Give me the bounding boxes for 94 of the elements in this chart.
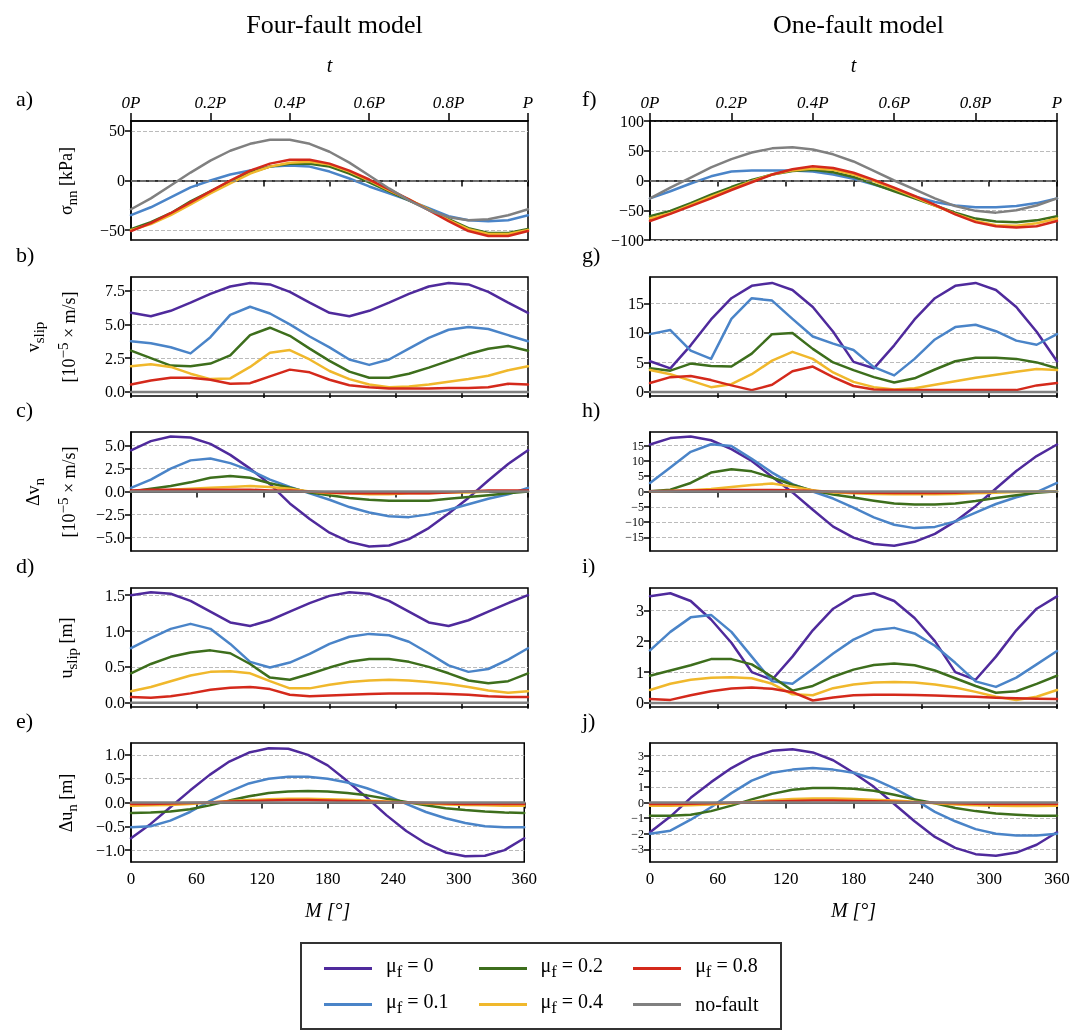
legend-label: μ$_{f}$ = 0.4	[540, 990, 604, 1018]
y-tick-label: 1	[638, 779, 644, 794]
y-tick-label: −1	[631, 811, 644, 826]
text: h)	[582, 396, 601, 422]
y-tick-label: −1.0	[95, 841, 125, 859]
text: e)	[16, 707, 34, 733]
text: g)	[582, 241, 601, 267]
x-axis-title: M [°]	[304, 899, 351, 921]
legend-label: μ$_{f}$ = 0.2	[540, 954, 604, 982]
x-tick-label: 300	[445, 869, 472, 888]
y-tick-label: 2	[638, 764, 644, 779]
y-tick-label: 2	[636, 632, 644, 650]
y-tick-label: −2.5	[95, 505, 125, 523]
y-tick-label: −5	[631, 499, 644, 514]
x2-axis-title: t	[326, 54, 333, 76]
chart-title: One-fault model	[772, 9, 945, 39]
y-tick-label: 15	[628, 295, 644, 313]
y-tick-label: 0	[636, 694, 644, 712]
y-tick-label: 50	[628, 142, 644, 160]
x2-tick-label: P	[1050, 93, 1063, 112]
x-tick-label: 300	[976, 869, 1002, 888]
x-axis-title: M [°]	[829, 899, 877, 921]
y-tick-label: 0.5	[105, 658, 125, 676]
y-tick-label: 1.5	[105, 586, 125, 604]
x2-tick-label: 0P	[121, 93, 141, 112]
y-tick-label: 5.0	[105, 437, 125, 455]
y-tick-label: −3	[631, 842, 644, 857]
y-tick-label: 5	[638, 469, 644, 484]
y-tick-label: 0	[638, 484, 644, 499]
y-tick-label: 50	[109, 122, 125, 140]
x-tick-label: 180	[840, 869, 867, 888]
y-tick-label: 1.0	[105, 622, 125, 640]
y-tick-label: −2	[631, 826, 644, 841]
x2-tick-label: 0.6P	[878, 93, 911, 112]
y-tick-label: −5.0	[95, 528, 125, 546]
y-tick-label: 0.0	[105, 694, 125, 712]
y-tick-label: 0.0	[105, 483, 125, 500]
text: f)	[582, 85, 597, 111]
x-tick-label: 60	[188, 869, 206, 888]
x2-tick-label: P	[521, 93, 534, 112]
y-tick-label: 7.5	[105, 282, 125, 300]
x-tick-label: 120	[772, 869, 799, 888]
y-tick-label: −50	[99, 221, 125, 239]
x2-tick-label: 0.2P	[715, 93, 748, 112]
y-tick-label: 0.0	[105, 383, 125, 401]
y-tick-label: 0.0	[105, 794, 125, 811]
x-tick-label: 360	[511, 869, 537, 888]
y-tick-label: −50	[618, 201, 644, 219]
y-tick-label: 10	[628, 324, 644, 342]
y-tick-label: 3	[636, 601, 644, 619]
y-tick-label: −15	[625, 530, 644, 545]
y-tick-label: 15	[632, 438, 644, 453]
y-tick-label: −10	[625, 515, 644, 530]
x-tick-label: 120	[249, 869, 275, 888]
y-tick-label: 0	[636, 383, 644, 401]
y-tick-label: 0	[636, 172, 644, 189]
y-tick-label: −0.5	[95, 817, 125, 835]
y-tick-label: 2.5	[105, 460, 125, 478]
x2-tick-label: 0.2P	[194, 93, 227, 112]
y-tick-label: 5	[636, 353, 644, 371]
y-tick-label: 0	[638, 795, 644, 810]
chart-title: Four-fault model	[246, 9, 423, 39]
x2-tick-label: 0.8P	[432, 93, 465, 112]
x-tick-label: 180	[314, 869, 341, 888]
legend-label: μ$_{f}$ = 0.1	[386, 990, 449, 1018]
x2-tick-label: 0.4P	[273, 93, 306, 112]
x2-tick-label: 0.8P	[959, 93, 992, 112]
text: j)	[581, 707, 596, 733]
y-tick-label: 0.5	[105, 770, 125, 788]
legend-label: μ$_{f}$ = 0	[386, 954, 434, 982]
legend-label: no-fault	[695, 992, 759, 1016]
y-tick-label: 100	[620, 112, 644, 130]
x2-tick-label: 0.4P	[796, 93, 829, 112]
y-tick-label: 2.5	[105, 349, 125, 367]
y-tick-label: 1	[636, 663, 644, 681]
text: i)	[582, 552, 596, 578]
x-tick-label: 240	[908, 869, 935, 888]
x-tick-label: 360	[1044, 869, 1070, 888]
y-tick-label: 1.0	[105, 746, 125, 764]
y-tick-label: 3	[638, 748, 644, 763]
text: c)	[16, 396, 34, 422]
x2-tick-label: 0P	[640, 93, 660, 112]
x2-tick-label: 0.6P	[353, 93, 386, 112]
y-tick-label: 0	[117, 172, 125, 189]
text: a)	[16, 85, 34, 111]
text: b)	[16, 241, 35, 267]
x-tick-label: 240	[380, 869, 406, 888]
x2-axis-title: t	[850, 54, 857, 76]
y-tick-label: 10	[632, 453, 644, 468]
x-tick-label: 60	[709, 869, 727, 888]
y-tick-label: −100	[610, 231, 644, 249]
text: d)	[16, 552, 35, 578]
y-tick-label: 5.0	[105, 315, 125, 333]
legend-label: μ$_{f}$ = 0.8	[695, 954, 758, 982]
